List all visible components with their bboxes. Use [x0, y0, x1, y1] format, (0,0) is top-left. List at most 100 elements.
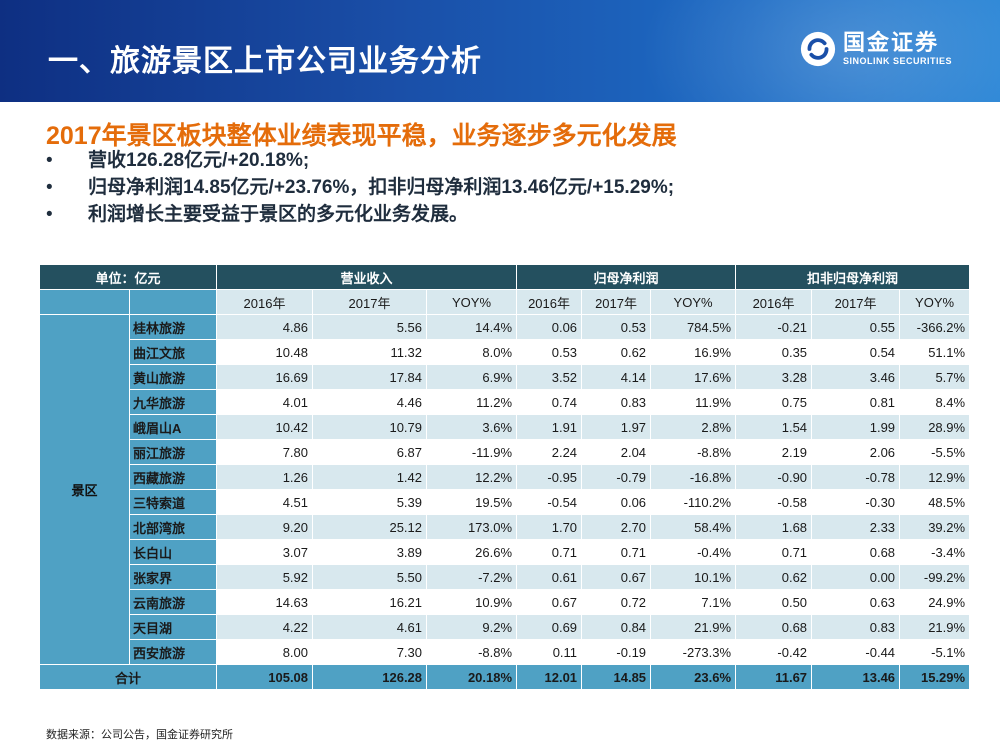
total-cell: 14.85 — [581, 664, 652, 690]
subheader-cell: 2016年 — [735, 289, 813, 315]
value-cell: 48.5% — [899, 489, 971, 515]
value-cell: 4.46 — [312, 389, 428, 415]
subheader-cell: 2016年 — [516, 289, 583, 315]
value-cell: -16.8% — [650, 464, 737, 490]
value-cell: -110.2% — [650, 489, 737, 515]
value-cell: 1.97 — [581, 414, 652, 440]
bullet-marker: • — [46, 204, 53, 225]
company-name-cell: 北部湾旅 — [128, 514, 218, 540]
company-name-cell: 丽江旅游 — [128, 439, 218, 465]
value-cell: 0.06 — [581, 489, 652, 515]
value-cell: 17.84 — [312, 364, 428, 390]
group-header-adjusted-net-profit: 扣非归母净利润 — [735, 264, 971, 290]
bullet-text: 利润增长主要受益于景区的多元化业务发展。 — [88, 204, 469, 225]
subheader-cell: YOY% — [899, 289, 971, 315]
table-row: 长白山 3.07 3.89 26.6% 0.71 0.71 -0.4% 0.71 0.68 -3.… — [40, 539, 971, 565]
value-cell: 2.70 — [581, 514, 652, 540]
value-cell: 2.04 — [581, 439, 652, 465]
table-row: 九华旅游 4.01 4.46 11.2% 0.74 0.83 11.9% 0.75 0.81 8.… — [40, 389, 971, 415]
table-row: 北部湾旅 9.20 25.12 173.0% 1.70 2.70 58.4% 1.68 2.33… — [40, 514, 971, 540]
subheader-cell: YOY% — [650, 289, 737, 315]
value-cell: -273.3% — [650, 639, 737, 665]
total-label: 合计 — [38, 664, 218, 690]
value-cell: 0.75 — [735, 389, 813, 415]
subheader-cell: 2017年 — [312, 289, 428, 315]
table-row: 天目湖 4.22 4.61 9.2% 0.69 0.84 21.9% 0.68 0.83 21.9… — [40, 614, 971, 640]
subheader-cell: 2016年 — [216, 289, 314, 315]
value-cell: 3.52 — [516, 364, 583, 390]
value-cell: 4.86 — [216, 314, 314, 340]
value-cell: -0.21 — [735, 314, 813, 340]
value-cell: -8.8% — [426, 639, 518, 665]
logo-name-cn: 国金证券 — [842, 30, 939, 55]
company-name-cell: 峨眉山A — [128, 414, 218, 440]
value-cell: 5.7% — [899, 364, 971, 390]
value-cell: 0.81 — [811, 389, 901, 415]
bullet-item: • 利润增长主要受益于景区的多元化业务发展。 — [46, 201, 674, 228]
value-cell: 16.69 — [216, 364, 314, 390]
value-cell: 0.74 — [516, 389, 583, 415]
value-cell: -0.4% — [650, 539, 737, 565]
value-cell: 0.67 — [516, 589, 583, 615]
value-cell: 0.50 — [735, 589, 813, 615]
table-row: 黄山旅游 16.69 17.84 6.9% 3.52 4.14 17.6% 3.28 3.46 5… — [40, 364, 971, 390]
value-cell: -0.95 — [516, 464, 583, 490]
value-cell: 14.63 — [216, 589, 314, 615]
value-cell: -0.79 — [581, 464, 652, 490]
unit-label: 单位：亿元 — [38, 264, 218, 290]
subheader-blank — [39, 289, 130, 315]
group-header-revenue: 营业收入 — [216, 264, 518, 290]
value-cell: 12.2% — [426, 464, 518, 490]
company-name-cell: 天目湖 — [128, 614, 218, 640]
value-cell: 4.61 — [312, 614, 428, 640]
sinolink-logo-icon — [800, 31, 836, 67]
value-cell: 0.11 — [516, 639, 583, 665]
value-cell: 26.6% — [426, 539, 518, 565]
value-cell: 0.62 — [581, 339, 652, 365]
value-cell: 0.83 — [811, 614, 901, 640]
total-cell: 126.28 — [312, 664, 428, 690]
value-cell: 0.84 — [581, 614, 652, 640]
value-cell: 10.1% — [650, 564, 737, 590]
value-cell: 0.72 — [581, 589, 652, 615]
company-name-cell: 张家界 — [128, 564, 218, 590]
total-cell: 12.01 — [516, 664, 583, 690]
company-name-cell: 西安旅游 — [128, 639, 218, 665]
value-cell: 12.9% — [899, 464, 971, 490]
value-cell: -0.58 — [735, 489, 813, 515]
value-cell: 0.55 — [811, 314, 901, 340]
table-row: 张家界 5.92 5.50 -7.2% 0.61 0.67 10.1% 0.62 0.00 -99… — [40, 564, 971, 590]
value-cell: -0.78 — [811, 464, 901, 490]
value-cell: 0.61 — [516, 564, 583, 590]
value-cell: 7.1% — [650, 589, 737, 615]
company-name-cell: 桂林旅游 — [128, 314, 218, 340]
value-cell: 9.2% — [426, 614, 518, 640]
table-row: 西藏旅游 1.26 1.42 12.2% -0.95 -0.79 -16.8% -0.90 -0… — [40, 464, 971, 490]
data-source-note: 数据来源：公司公告，国金证券研究所 — [46, 729, 233, 741]
value-cell: 5.39 — [312, 489, 428, 515]
summary-bullets: • 营收126.28亿元/+20.18%; • 归母净利润14.85亿元/+23.7… — [46, 147, 674, 228]
company-name-cell: 三特索道 — [128, 489, 218, 515]
value-cell: 0.71 — [735, 539, 813, 565]
group-header-net-profit: 归母净利润 — [516, 264, 737, 290]
table-row: 三特索道 4.51 5.39 19.5% -0.54 0.06 -110.2% -0.58 -0… — [40, 489, 971, 515]
value-cell: 6.87 — [312, 439, 428, 465]
company-name-cell: 九华旅游 — [128, 389, 218, 415]
value-cell: 10.48 — [216, 339, 314, 365]
value-cell: 5.92 — [216, 564, 314, 590]
subheader-cell: 2017年 — [811, 289, 901, 315]
value-cell: 2.19 — [735, 439, 813, 465]
total-cell: 15.29% — [899, 664, 971, 690]
value-cell: -0.42 — [735, 639, 813, 665]
value-cell: 4.14 — [581, 364, 652, 390]
value-cell: 0.63 — [811, 589, 901, 615]
value-cell: 10.9% — [426, 589, 518, 615]
value-cell: -11.9% — [426, 439, 518, 465]
value-cell: 173.0% — [426, 514, 518, 540]
section-subtitle: 2017年景区板块整体业绩表现平稳，业务逐步多元化发展 — [46, 122, 677, 150]
total-cell: 20.18% — [426, 664, 518, 690]
total-cell: 23.6% — [650, 664, 737, 690]
value-cell: 0.71 — [581, 539, 652, 565]
bullet-item: • 归母净利润14.85亿元/+23.76%，扣非归母净利润13.46亿元/+15… — [46, 174, 674, 201]
value-cell: 4.51 — [216, 489, 314, 515]
